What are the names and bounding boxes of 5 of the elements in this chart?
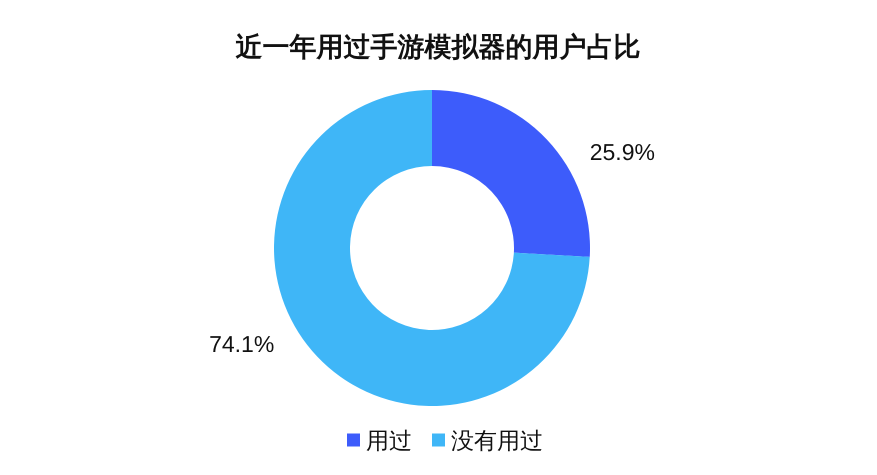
legend-label: 用过 — [366, 427, 412, 454]
chart-title: 近一年用过手游模拟器的用户占比 — [236, 32, 640, 62]
legend-label: 没有用过 — [451, 427, 543, 454]
data-label: 74.1% — [209, 331, 274, 358]
data-label: 25.9% — [590, 138, 655, 165]
